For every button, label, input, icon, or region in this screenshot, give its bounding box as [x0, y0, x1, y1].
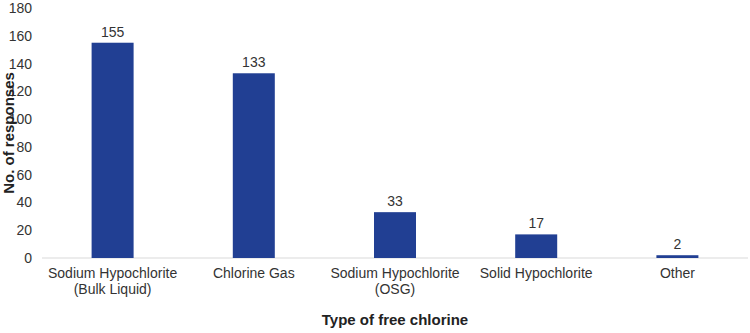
x-axis-title: Type of free chlorine	[322, 311, 468, 328]
data-label: 2	[674, 236, 682, 252]
x-tick-label: Other	[660, 265, 695, 281]
y-tick-label: 40	[16, 194, 32, 210]
bar	[374, 212, 416, 258]
bar	[92, 43, 134, 258]
bar	[233, 73, 275, 258]
y-tick-label: 60	[16, 167, 32, 183]
y-tick-label: 80	[16, 139, 32, 155]
chart: 02040608010012014016018015513333172Sodiu…	[0, 0, 750, 333]
data-label: 17	[528, 215, 544, 231]
chart-container: 02040608010012014016018015513333172Sodiu…	[0, 0, 750, 333]
x-tick-label: Chlorine Gas	[213, 265, 295, 281]
x-tick-label: Solid Hypochlorite	[480, 265, 593, 281]
y-tick-label: 140	[9, 56, 33, 72]
data-label: 133	[242, 54, 266, 70]
data-label: 155	[101, 24, 125, 40]
y-tick-label: 20	[16, 222, 32, 238]
y-tick-label: 160	[9, 28, 33, 44]
y-axis-title: No. of responses	[0, 72, 17, 194]
bars	[92, 43, 699, 258]
y-tick-label: 0	[24, 250, 32, 266]
data-label: 33	[387, 193, 403, 209]
x-tick-label: Sodium Hypochlorite(OSG)	[330, 265, 459, 297]
x-tick-label: Sodium Hypochlorite(Bulk Liquid)	[48, 265, 177, 297]
bar	[515, 234, 557, 258]
bar	[656, 255, 698, 258]
y-tick-label: 180	[9, 0, 33, 16]
